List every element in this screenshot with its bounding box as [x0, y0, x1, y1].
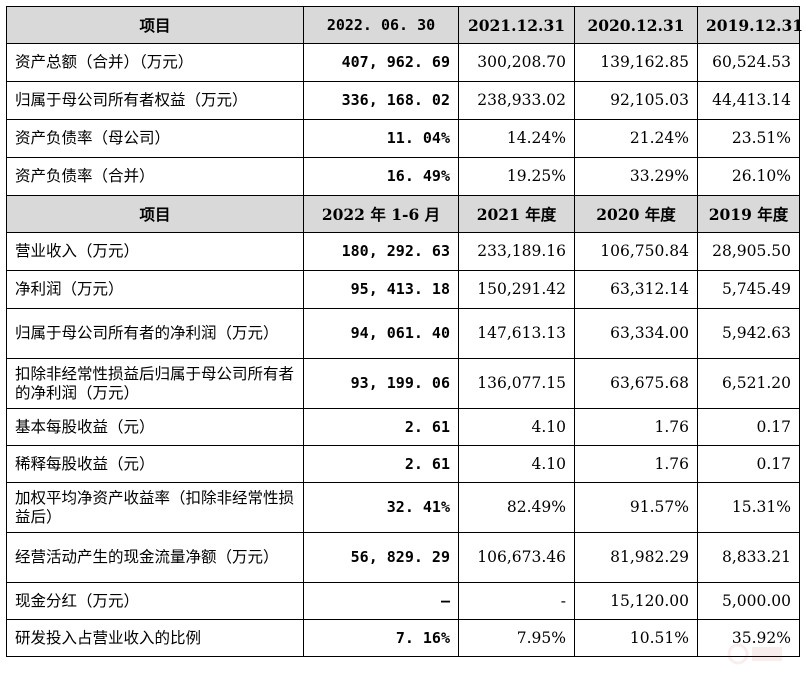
- cell-value: 5,942.63: [697, 308, 800, 359]
- row-label: 经营活动产生的现金流量净额（万元）: [6, 532, 304, 583]
- cell-value: 8,833.21: [697, 532, 800, 583]
- header-cell: 2022 年 1-6 月: [303, 195, 459, 233]
- cell-value: 2. 61: [303, 445, 459, 483]
- cell-value: 336, 168. 02: [303, 81, 459, 120]
- cell-value: 6,521.20: [697, 358, 800, 409]
- cell-value: 2. 61: [303, 408, 459, 446]
- row-label: 资产负债率（母公司）: [6, 119, 304, 158]
- cell-value: 21.24%: [574, 119, 698, 158]
- row-label: 稀释每股收益（元）: [6, 445, 304, 483]
- cell-value: 14.24%: [458, 119, 575, 158]
- row-label: 归属于母公司所有者权益（万元）: [6, 81, 304, 120]
- header-cell: 2021 年度: [458, 195, 575, 233]
- cell-value: 26.10%: [697, 157, 800, 196]
- cell-value: 106,673.46: [458, 532, 575, 583]
- cell-value: 94, 061. 40: [303, 308, 459, 359]
- cell-value: 0.17: [697, 408, 800, 446]
- table-row: 研发投入占营业收入的比例 7. 16% 7.95% 10.51% 35.92%: [6, 619, 800, 657]
- cell-value: 60,524.53: [697, 43, 800, 82]
- cell-value: 7. 16%: [303, 619, 459, 657]
- table-row: 资产总额（合并）（万元） 407, 962. 69 300,208.70 139…: [6, 43, 800, 82]
- cell-value: 15,120.00: [574, 582, 698, 620]
- cell-value: 233,189.16: [458, 232, 575, 271]
- cell-value: 91.57%: [574, 482, 698, 533]
- cell-value: 1.76: [574, 408, 698, 446]
- cell-value: 10.51%: [574, 619, 698, 657]
- cell-value: 33.29%: [574, 157, 698, 196]
- cell-value: 44,413.14: [697, 81, 800, 120]
- table-row: 经营活动产生的现金流量净额（万元） 56, 829. 29 106,673.46…: [6, 532, 800, 583]
- cell-value: 147,613.13: [458, 308, 575, 359]
- cell-value: 35.92%: [697, 619, 800, 657]
- cell-value: 63,675.68: [574, 358, 698, 409]
- table-row: 现金分红（万元） – - 15,120.00 5,000.00: [6, 582, 800, 620]
- cell-value: 28,905.50: [697, 232, 800, 271]
- table-row: 净利润（万元） 95, 413. 18 150,291.42 63,312.14…: [6, 270, 800, 309]
- table-row: 资产负债率（合并） 16. 49% 19.25% 33.29% 26.10%: [6, 157, 800, 196]
- row-label: 现金分红（万元）: [6, 582, 304, 620]
- cell-value: 136,077.15: [458, 358, 575, 409]
- table-row: 基本每股收益（元） 2. 61 4.10 1.76 0.17: [6, 408, 800, 446]
- cell-value: 81,982.29: [574, 532, 698, 583]
- row-label: 资产总额（合并）（万元）: [6, 43, 304, 82]
- cell-value: 95, 413. 18: [303, 270, 459, 309]
- row-label: 净利润（万元）: [6, 270, 304, 309]
- cell-value: 92,105.03: [574, 81, 698, 120]
- cell-value: 5,745.49: [697, 270, 800, 309]
- header-cell: 2020 年度: [574, 195, 698, 233]
- table-row: 归属于母公司所有者权益（万元） 336, 168. 02 238,933.02 …: [6, 81, 800, 120]
- cell-value: 4.10: [458, 408, 575, 446]
- cell-value: 16. 49%: [303, 157, 459, 196]
- header-cell: 2020.12.31: [574, 6, 698, 44]
- cell-value: 1.76: [574, 445, 698, 483]
- cell-value: 180, 292. 63: [303, 232, 459, 271]
- cell-value: –: [303, 582, 459, 620]
- cell-value: 238,933.02: [458, 81, 575, 120]
- header-cell: 2021.12.31: [458, 6, 575, 44]
- cell-value: 23.51%: [697, 119, 800, 158]
- row-label: 营业收入（万元）: [6, 232, 304, 271]
- cell-value: 7.95%: [458, 619, 575, 657]
- cell-value: 11. 04%: [303, 119, 459, 158]
- header-cell: 项目: [6, 195, 304, 233]
- table-row: 资产负债率（母公司） 11. 04% 14.24% 21.24% 23.51%: [6, 119, 800, 158]
- row-label: 归属于母公司所有者的净利润（万元）: [6, 308, 304, 359]
- cell-value: 407, 962. 69: [303, 43, 459, 82]
- cell-value: 63,312.14: [574, 270, 698, 309]
- cell-value: 82.49%: [458, 482, 575, 533]
- cell-value: 93, 199. 06: [303, 358, 459, 409]
- table-header-row: 项目 2022 年 1-6 月 2021 年度 2020 年度 2019 年度: [6, 195, 800, 233]
- cell-value: 150,291.42: [458, 270, 575, 309]
- row-label: 加权平均净资产收益率（扣除非经常性损益后）: [6, 482, 304, 533]
- table-row: 营业收入（万元） 180, 292. 63 233,189.16 106,750…: [6, 232, 800, 271]
- cell-value: 139,162.85: [574, 43, 698, 82]
- cell-value: 0.17: [697, 445, 800, 483]
- watermark-icon: [727, 643, 782, 665]
- row-label: 资产负债率（合并）: [6, 157, 304, 196]
- cell-value: -: [458, 582, 575, 620]
- row-label: 基本每股收益（元）: [6, 408, 304, 446]
- header-cell: 2019.12.31: [697, 6, 803, 44]
- table-row: 归属于母公司所有者的净利润（万元） 94, 061. 40 147,613.13…: [6, 308, 800, 359]
- header-cell: 2022. 06. 30: [303, 6, 459, 44]
- cell-value: 56, 829. 29: [303, 532, 459, 583]
- cell-value: 300,208.70: [458, 43, 575, 82]
- table-row: 扣除非经常性损益后归属于母公司所有者的净利润（万元） 93, 199. 06 1…: [6, 358, 800, 409]
- table-header-row: 项目 2022. 06. 30 2021.12.31 2020.12.31 20…: [6, 6, 803, 44]
- cell-value: 32. 41%: [303, 482, 459, 533]
- cell-value: 4.10: [458, 445, 575, 483]
- financial-data-table: 项目 2022. 06. 30 2021.12.31 2020.12.31 20…: [6, 6, 803, 657]
- cell-value: 106,750.84: [574, 232, 698, 271]
- table-row: 加权平均净资产收益率（扣除非经常性损益后） 32. 41% 82.49% 91.…: [6, 482, 800, 533]
- row-label: 研发投入占营业收入的比例: [6, 619, 304, 657]
- cell-value: 15.31%: [697, 482, 800, 533]
- row-label: 扣除非经常性损益后归属于母公司所有者的净利润（万元）: [6, 358, 304, 409]
- cell-value: 19.25%: [458, 157, 575, 196]
- table-row: 稀释每股收益（元） 2. 61 4.10 1.76 0.17: [6, 445, 800, 483]
- header-cell: 2019 年度: [697, 195, 800, 233]
- cell-value: 5,000.00: [697, 582, 800, 620]
- cell-value: 63,334.00: [574, 308, 698, 359]
- header-cell: 项目: [6, 6, 304, 44]
